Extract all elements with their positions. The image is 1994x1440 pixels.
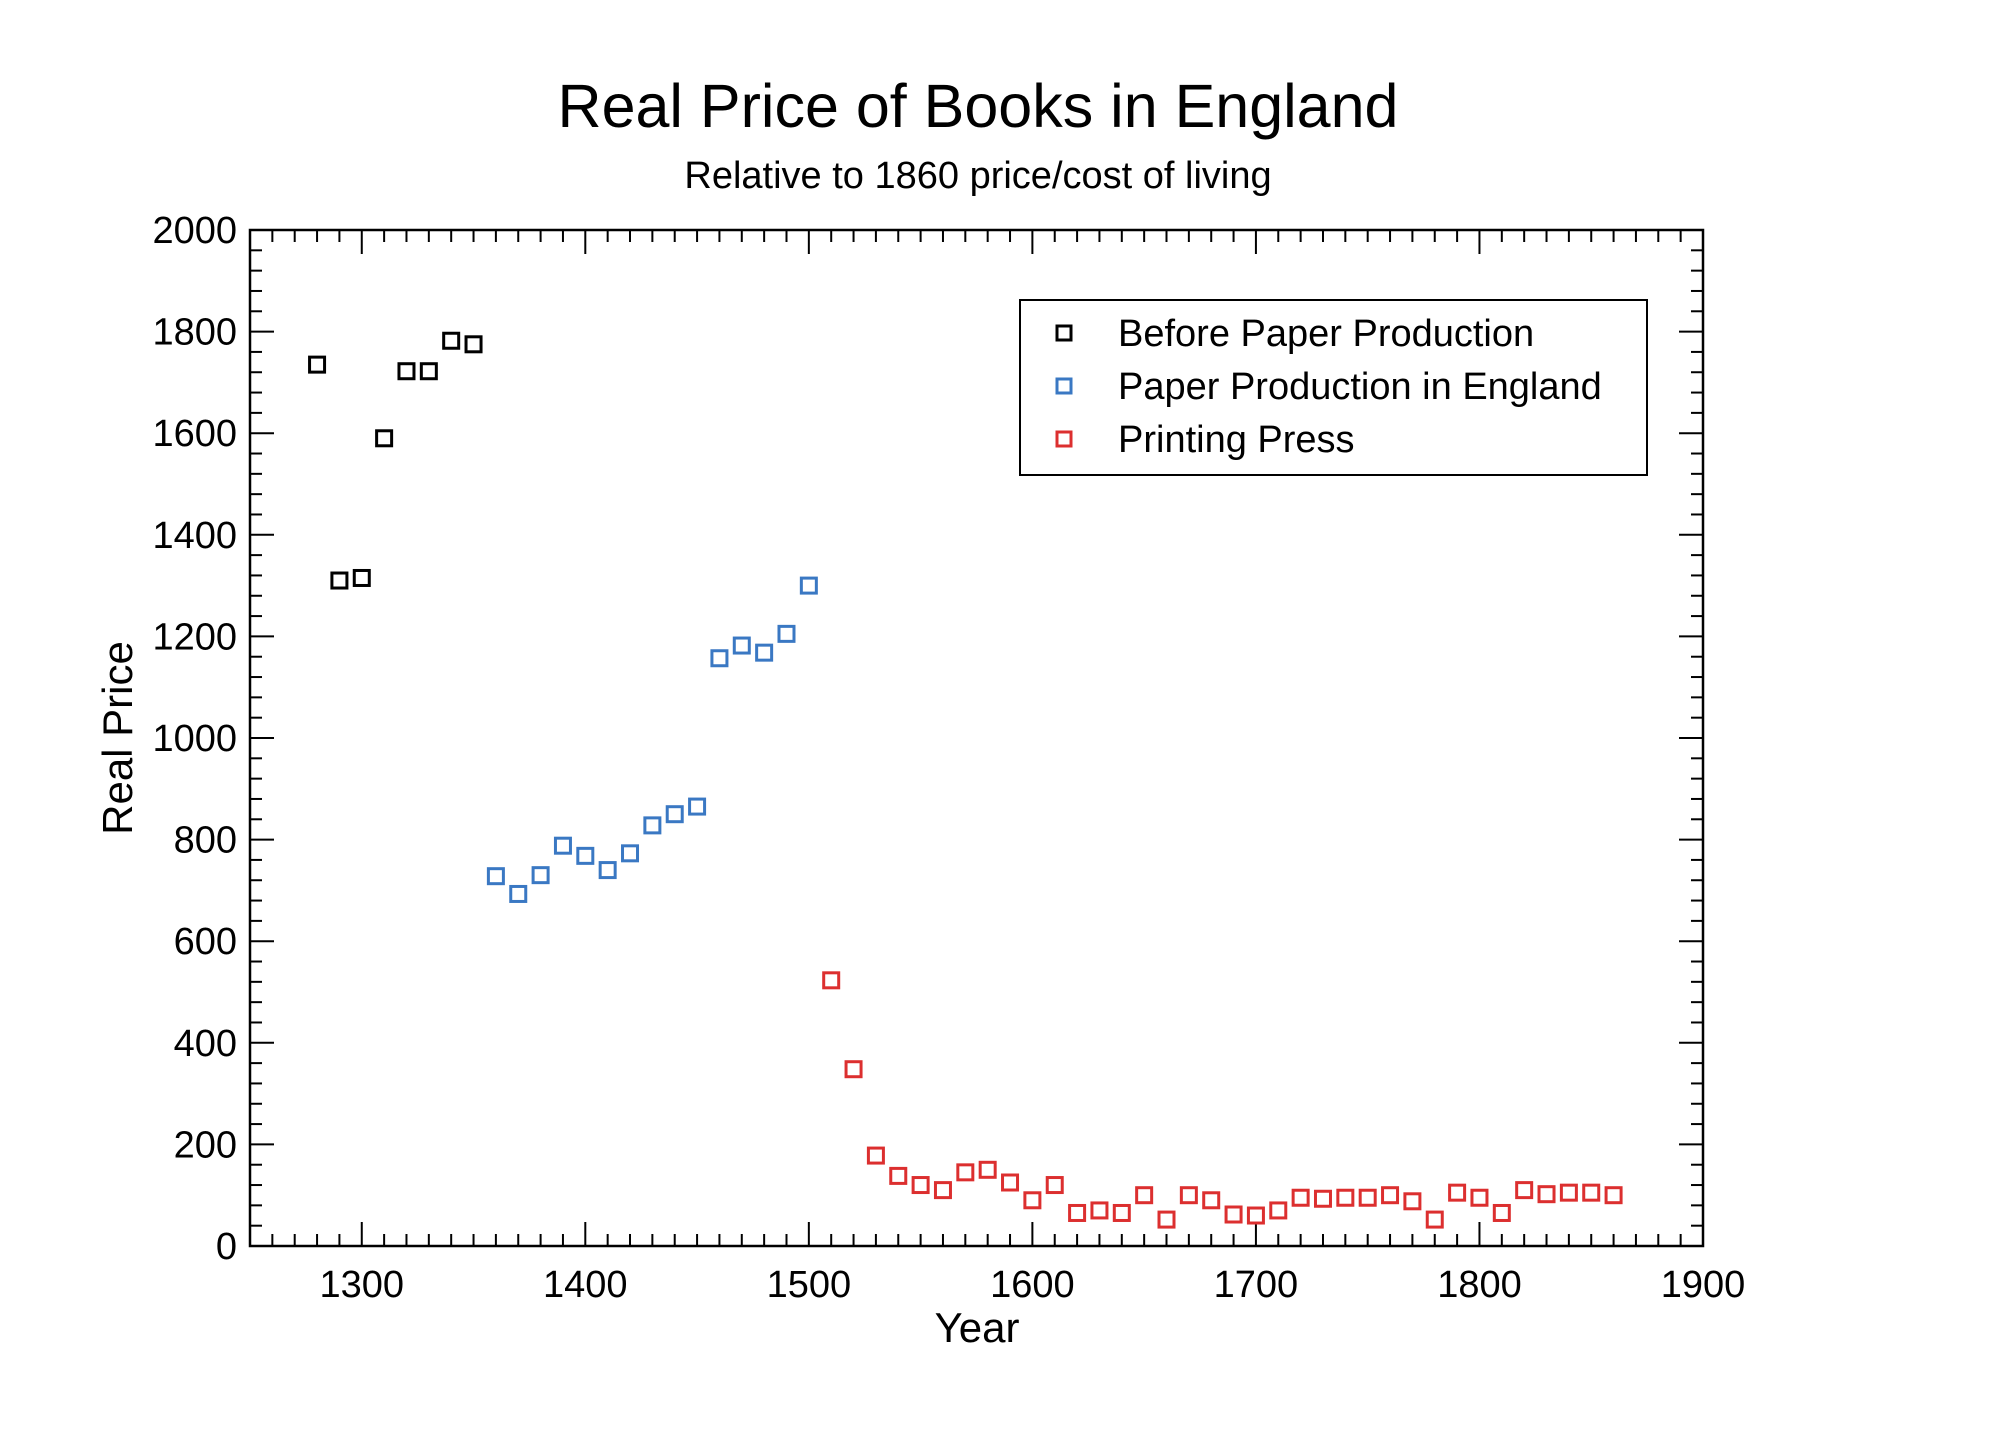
data-point: [1291, 1188, 1310, 1207]
data-point: [375, 429, 394, 448]
data-point: [1492, 1203, 1511, 1222]
data-point: [1403, 1192, 1422, 1211]
data-point: [1023, 1191, 1042, 1210]
y-tick-label: 800: [174, 820, 237, 862]
data-point: [755, 643, 774, 662]
data-point: [1068, 1203, 1087, 1222]
data-points: [308, 331, 1623, 1229]
plot-frame: [248, 228, 1705, 1248]
data-point: [643, 816, 662, 835]
data-point: [442, 331, 461, 350]
data-point: [665, 805, 684, 824]
x-tick-label: 1600: [990, 1264, 1075, 1306]
y-tick-label: 2000: [152, 210, 237, 252]
data-point: [1090, 1201, 1109, 1220]
legend-box: [1019, 299, 1648, 476]
data-point: [308, 355, 327, 374]
data-point: [486, 867, 505, 886]
x-tick-label: 1800: [1437, 1264, 1522, 1306]
data-point: [1269, 1201, 1288, 1220]
x-tick-label: 1400: [543, 1264, 628, 1306]
series-1: [308, 331, 483, 590]
data-point: [1559, 1183, 1578, 1202]
data-point: [710, 649, 729, 668]
data-point: [889, 1166, 908, 1185]
data-point: [1604, 1186, 1623, 1205]
y-tick-label: 600: [174, 921, 237, 963]
x-tick-label: 1900: [1661, 1264, 1746, 1306]
data-point: [1001, 1173, 1020, 1192]
y-tick-label: 200: [174, 1124, 237, 1166]
data-point: [978, 1160, 997, 1179]
x-tick-label: 1500: [767, 1264, 852, 1306]
data-point: [531, 866, 550, 885]
data-point: [1515, 1181, 1534, 1200]
data-point: [1537, 1185, 1556, 1204]
series-3: [822, 971, 1623, 1229]
data-point: [1179, 1186, 1198, 1205]
data-point: [419, 362, 438, 381]
data-point: [1336, 1188, 1355, 1207]
data-point: [956, 1163, 975, 1182]
chart-title: Real Price of Books in England: [558, 72, 1399, 140]
data-point: [621, 844, 640, 863]
data-point: [1157, 1210, 1176, 1229]
y-tick-label: 1200: [152, 616, 237, 658]
data-point: [822, 971, 841, 990]
y-tick-label: 1800: [152, 312, 237, 354]
data-point: [1358, 1188, 1377, 1207]
data-point: [1045, 1176, 1064, 1195]
y-axis-label: Real Price: [94, 641, 141, 835]
data-point: [598, 861, 617, 880]
data-point: [1448, 1183, 1467, 1202]
data-point: [330, 571, 349, 590]
data-point: [1202, 1191, 1221, 1210]
series-2: [486, 576, 818, 903]
data-point: [933, 1181, 952, 1200]
data-point: [1135, 1186, 1154, 1205]
x-tick-label: 1700: [1214, 1264, 1299, 1306]
data-point: [464, 335, 483, 354]
x-tick-label: 1300: [319, 1264, 404, 1306]
legend-marker: [1055, 430, 1073, 448]
data-point: [1470, 1188, 1489, 1207]
legend-entry-label: Before Paper Production: [1118, 313, 1534, 355]
data-point: [509, 884, 528, 903]
data-point: [911, 1176, 930, 1195]
y-tick-label: 0: [216, 1226, 237, 1268]
data-point: [1425, 1210, 1444, 1229]
chart-subtitle: Relative to 1860 price/cost of living: [684, 155, 1271, 197]
legend-marker: [1055, 377, 1073, 395]
legend-marker: [1055, 324, 1073, 342]
legend-entry-label: Paper Production in England: [1118, 366, 1602, 408]
y-tick-label: 1400: [152, 515, 237, 557]
data-point: [1224, 1205, 1243, 1224]
data-point: [777, 624, 796, 643]
data-point: [1313, 1189, 1332, 1208]
tick-labels: 1300 1400 1500 1600 1700 1800 1900 0 200 400 600 80…: [152, 210, 1745, 1306]
data-point: [1112, 1203, 1131, 1222]
y-tick-label: 400: [174, 1023, 237, 1065]
legend: Before Paper Production Paper Production …: [1019, 299, 1648, 476]
y-tick-label: 1000: [152, 718, 237, 760]
data-point: [352, 568, 371, 587]
data-point: [1246, 1206, 1265, 1225]
data-point: [844, 1060, 863, 1079]
data-point: [1582, 1183, 1601, 1202]
data-point: [553, 836, 572, 855]
legend-entry-label: Printing Press: [1118, 419, 1355, 461]
data-point: [397, 362, 416, 381]
data-point: [866, 1146, 885, 1165]
data-point: [732, 636, 751, 655]
data-point: [799, 576, 818, 595]
tick-marks: [249, 229, 1704, 1247]
data-point: [688, 797, 707, 816]
data-point: [1381, 1186, 1400, 1205]
data-point: [576, 846, 595, 865]
y-tick-label: 1600: [152, 413, 237, 455]
x-axis-label: Year: [935, 1304, 1020, 1351]
